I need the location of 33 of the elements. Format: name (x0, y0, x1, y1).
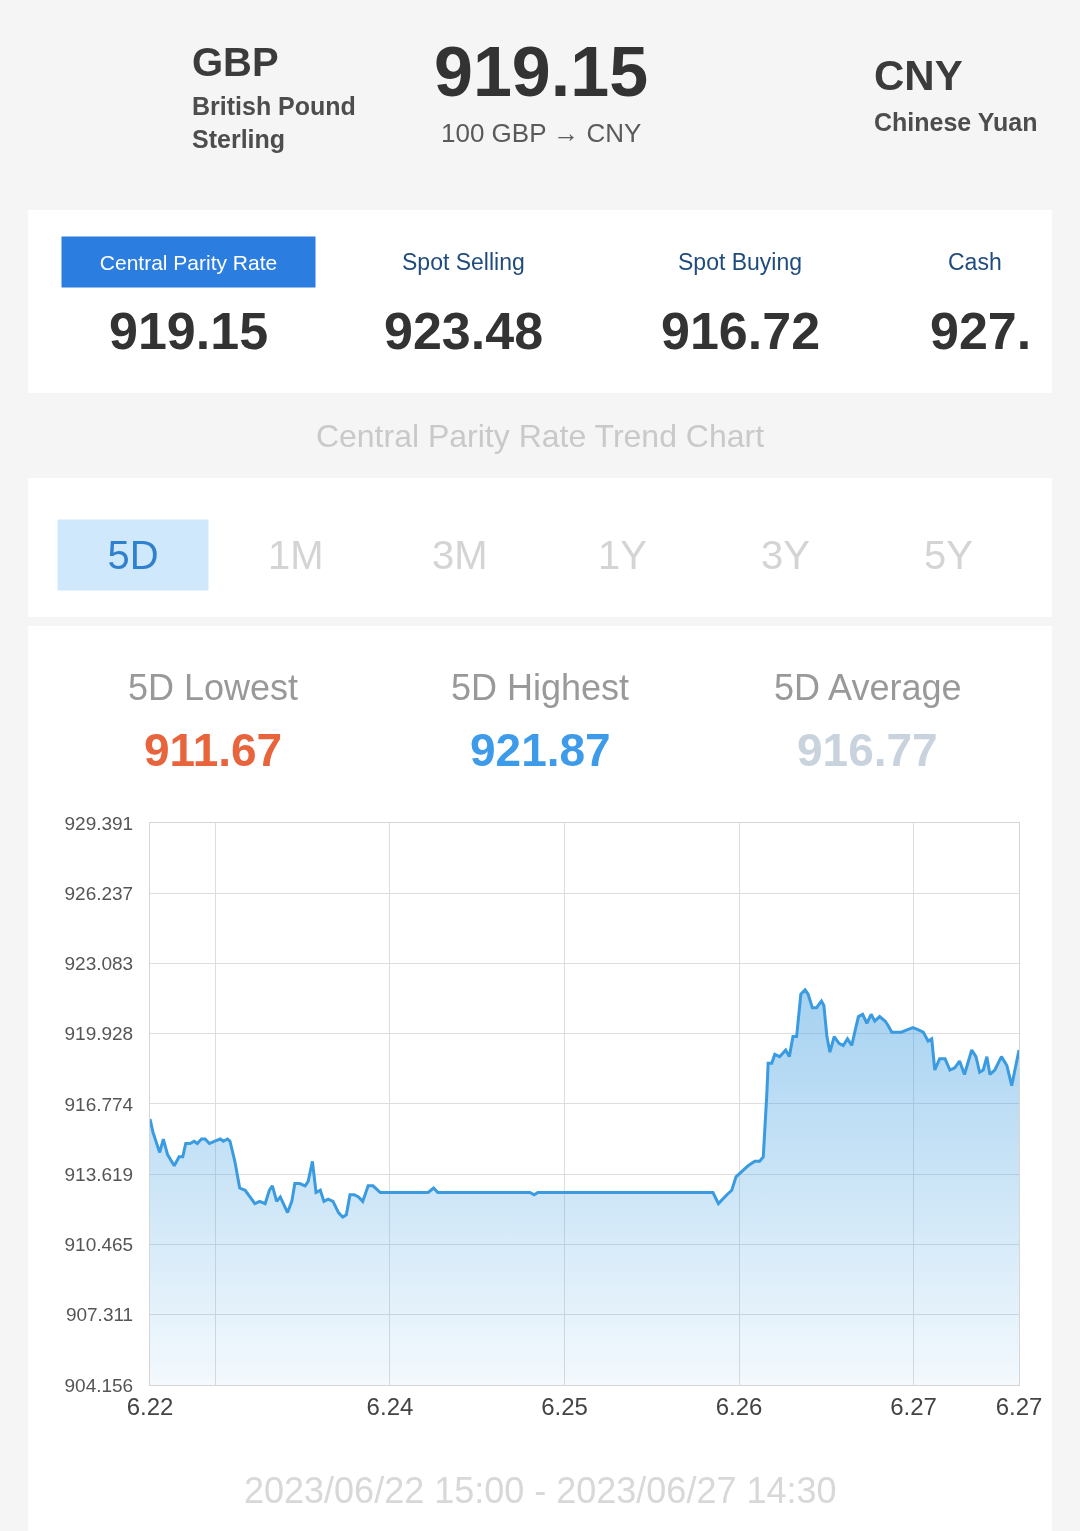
text: Chinese Yuan (874, 108, 1038, 136)
y-tick-label: 919.928 (64, 1023, 134, 1045)
text: 919.15 (434, 33, 649, 111)
text: British Pound Sterling (192, 92, 356, 153)
text: CNY (874, 52, 963, 99)
y-tick-label: 913.619 (64, 1163, 134, 1185)
y-tick-label: 907.311 (65, 1304, 134, 1326)
x-tick-label: 6.27 (890, 1392, 937, 1420)
text: 100 GBP → CNY (441, 118, 642, 148)
y-tick-label: 910.465 (64, 1234, 134, 1256)
text: 916.72 (661, 302, 821, 360)
text: 921.87 (470, 724, 611, 776)
text: 911.67 (144, 724, 283, 776)
text: 5D (107, 533, 159, 577)
text: 919.15 (109, 302, 269, 360)
y-tick-label: 926.237 (64, 882, 134, 904)
x-tick-label: 6.24 (366, 1392, 414, 1420)
text: 923.48 (384, 302, 544, 360)
y-tick-label: 929.391 (64, 812, 134, 834)
text: 5D Highest (451, 667, 630, 708)
y-tick-label: 923.083 (64, 953, 134, 975)
x-tick-label: 6.25 (541, 1392, 588, 1420)
x-tick-label: 6.26 (715, 1392, 763, 1420)
text: 927. (930, 302, 1032, 360)
text: 5D Average (774, 667, 962, 708)
text: Spot Buying (678, 249, 803, 275)
text: GBP (192, 40, 279, 84)
text: Cash (948, 249, 1002, 275)
y-tick-label: 916.774 (64, 1093, 134, 1115)
text: 5D Lowest (128, 667, 299, 708)
text: Central Parity Rate (99, 250, 278, 274)
text: Spot Selling (402, 249, 525, 275)
x-tick-label: 6.27 (995, 1392, 1043, 1420)
